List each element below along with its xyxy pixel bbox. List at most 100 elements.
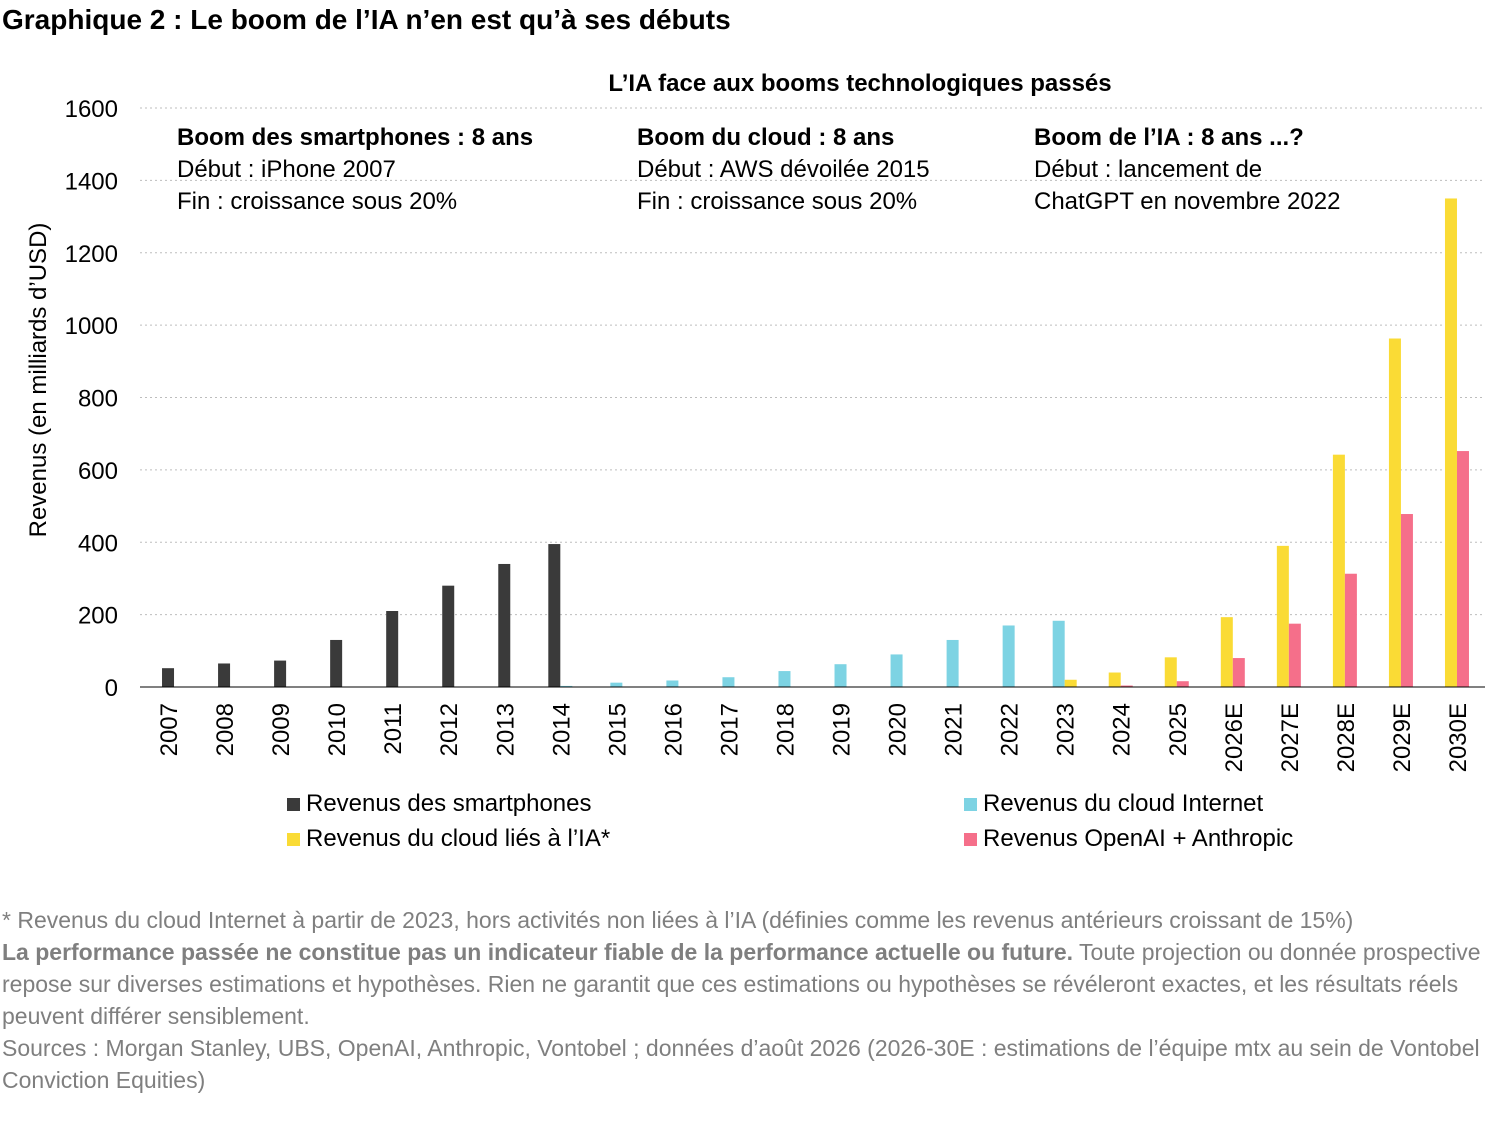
bar-3-2030E xyxy=(1456,451,1469,687)
chart-title: L’IA face aux booms technologiques passé… xyxy=(608,70,1111,97)
bar-3-2028E xyxy=(1344,573,1357,687)
bar-0-2008 xyxy=(218,663,231,687)
x-tick-label: 2023 xyxy=(1053,703,1080,756)
legend-swatch-smartphones xyxy=(287,797,300,811)
y-axis-ticks: 0 200 400 600 800 1000 1200 1400 1600 xyxy=(65,96,118,702)
bar-0-2013 xyxy=(498,563,511,687)
x-tick-label: 2013 xyxy=(492,703,519,756)
x-tick-label: 2024 xyxy=(1109,703,1136,756)
x-tick-label: 2012 xyxy=(436,703,463,756)
legend-swatch-openai-anthropic xyxy=(964,832,977,846)
bar-0-2014 xyxy=(548,544,561,687)
bar-1-2021 xyxy=(946,639,959,687)
bar-0-2010 xyxy=(330,639,343,687)
disclaimer-bold: La performance passée ne constitue pas u… xyxy=(2,939,1074,965)
x-tick-label: 2016 xyxy=(660,703,687,756)
x-tick-label: 2011 xyxy=(380,703,407,755)
y-tick-label: 1000 xyxy=(65,313,118,340)
footnote-note: * Revenus du cloud Internet à partir de … xyxy=(2,907,1354,933)
footnote-sources: Sources : Morgan Stanley, UBS, OpenAI, A… xyxy=(2,1035,1480,1093)
x-tick-label: 2027E xyxy=(1277,703,1304,772)
bar-0-2011 xyxy=(386,611,399,687)
bar-3-2027E xyxy=(1288,623,1301,687)
x-tick-label: 2010 xyxy=(324,703,351,756)
x-tick-label: 2009 xyxy=(268,703,295,756)
y-tick-label: 0 xyxy=(105,675,118,702)
legend-label-cloud-ai: Revenus du cloud liés à l’IA* xyxy=(306,825,611,852)
bar-1-2023 xyxy=(1052,620,1065,687)
bar-1-2020 xyxy=(890,654,903,687)
x-tick-label: 2008 xyxy=(212,703,239,756)
annotation-smartphones-line1: Début : iPhone 2007 xyxy=(177,156,396,183)
legend-item-cloud-internet: Revenus du cloud Internet xyxy=(964,790,1263,818)
x-tick-label: 2026E xyxy=(1221,703,1248,772)
annotation-ai-line1: Début : lancement de xyxy=(1034,156,1262,183)
annotation-smartphones-line2: Fin : croissance sous 20% xyxy=(177,188,457,215)
footnote-disclaimer: La performance passée ne constitue pas u… xyxy=(2,936,1494,1032)
bar-2-2025 xyxy=(1164,657,1177,687)
disclaimer-text: Toute projection ou donnée prospective r… xyxy=(2,939,1481,1029)
x-tick-label: 2007 xyxy=(156,703,183,756)
annotation-cloud-line2: Fin : croissance sous 20% xyxy=(637,188,917,215)
legend-label-smartphones: Revenus des smartphones xyxy=(306,790,592,817)
legend-item-smartphones: Revenus des smartphones xyxy=(287,790,592,818)
annotation-smartphones-title: Boom des smartphones : 8 ans xyxy=(177,124,533,151)
bars xyxy=(162,198,1469,687)
legend-swatch-cloud-internet xyxy=(964,797,977,811)
bar-2-2029E xyxy=(1388,338,1401,687)
bar-1-2018 xyxy=(778,671,791,687)
x-tick-label: 2019 xyxy=(829,703,856,756)
annotation-ai-title: Boom de l’IA : 8 ans ...? xyxy=(1034,124,1304,151)
x-tick-label: 2015 xyxy=(604,703,631,756)
bar-1-2019 xyxy=(834,664,847,687)
bar-3-2025 xyxy=(1176,681,1189,687)
x-tick-label: 2021 xyxy=(941,703,968,756)
footnotes: * Revenus du cloud Internet à partir de … xyxy=(2,904,1494,1096)
bar-1-2022 xyxy=(1002,625,1015,687)
y-axis-label: Revenus (en milliards d’USD) xyxy=(25,223,52,538)
annotation-cloud-title: Boom du cloud : 8 ans xyxy=(637,124,894,151)
bar-2-2028E xyxy=(1332,454,1345,687)
bar-2-2023 xyxy=(1064,679,1077,687)
bar-2-2030E xyxy=(1444,198,1457,687)
y-tick-label: 800 xyxy=(78,386,118,413)
bar-2-2026E xyxy=(1220,617,1233,687)
x-tick-label: 2030E xyxy=(1445,703,1472,772)
y-tick-label: 1600 xyxy=(65,96,118,123)
x-tick-label: 2022 xyxy=(997,703,1024,756)
annotation-cloud-line1: Début : AWS dévoilée 2015 xyxy=(637,156,930,183)
x-tick-label: 2020 xyxy=(885,703,912,756)
bar-2-2027E xyxy=(1276,545,1289,687)
bar-3-2029E xyxy=(1400,514,1413,687)
legend-label-cloud-internet: Revenus du cloud Internet xyxy=(983,790,1264,817)
x-tick-label: 2028E xyxy=(1333,703,1360,772)
bar-1-2014 xyxy=(560,685,573,687)
bar-0-2012 xyxy=(442,585,455,687)
legend-item-cloud-ai: Revenus du cloud liés à l’IA* xyxy=(287,825,610,853)
annotation-ai-line2: ChatGPT en novembre 2022 xyxy=(1034,188,1340,215)
x-axis-ticks: 2007 2008 2009 2010 2011 2012 2013 2014 2015 2016… xyxy=(156,703,1472,772)
legend-label-openai-anthropic: Revenus OpenAI + Anthropic xyxy=(983,825,1294,852)
bar-0-2007 xyxy=(162,668,175,687)
bar-chart: L’IA face aux booms technologiques passé… xyxy=(25,70,1485,772)
bar-1-2017 xyxy=(722,677,735,687)
page-title: Graphique 2 : Le boom de l’IA n’en est q… xyxy=(2,4,731,35)
annotations: Boom des smartphones : 8 ans Début : iPh… xyxy=(177,124,1340,215)
bar-1-2015 xyxy=(610,682,623,687)
y-tick-label: 200 xyxy=(78,603,118,630)
x-tick-label: 2025 xyxy=(1165,703,1192,756)
grid-lines xyxy=(140,107,1485,616)
x-tick-label: 2014 xyxy=(548,703,575,756)
legend-item-openai-anthropic: Revenus OpenAI + Anthropic xyxy=(964,825,1293,853)
y-tick-label: 1400 xyxy=(65,168,118,195)
bar-1-2016 xyxy=(666,680,679,687)
y-tick-label: 600 xyxy=(78,458,118,485)
x-tick-label: 2018 xyxy=(772,703,799,756)
x-tick-label: 2029E xyxy=(1389,703,1416,772)
bar-3-2026E xyxy=(1232,658,1245,687)
legend-swatch-cloud-ai xyxy=(287,832,300,846)
y-tick-label: 400 xyxy=(78,530,118,557)
bar-0-2009 xyxy=(274,660,287,687)
y-tick-label: 1200 xyxy=(65,241,118,268)
bar-2-2024 xyxy=(1108,672,1121,687)
